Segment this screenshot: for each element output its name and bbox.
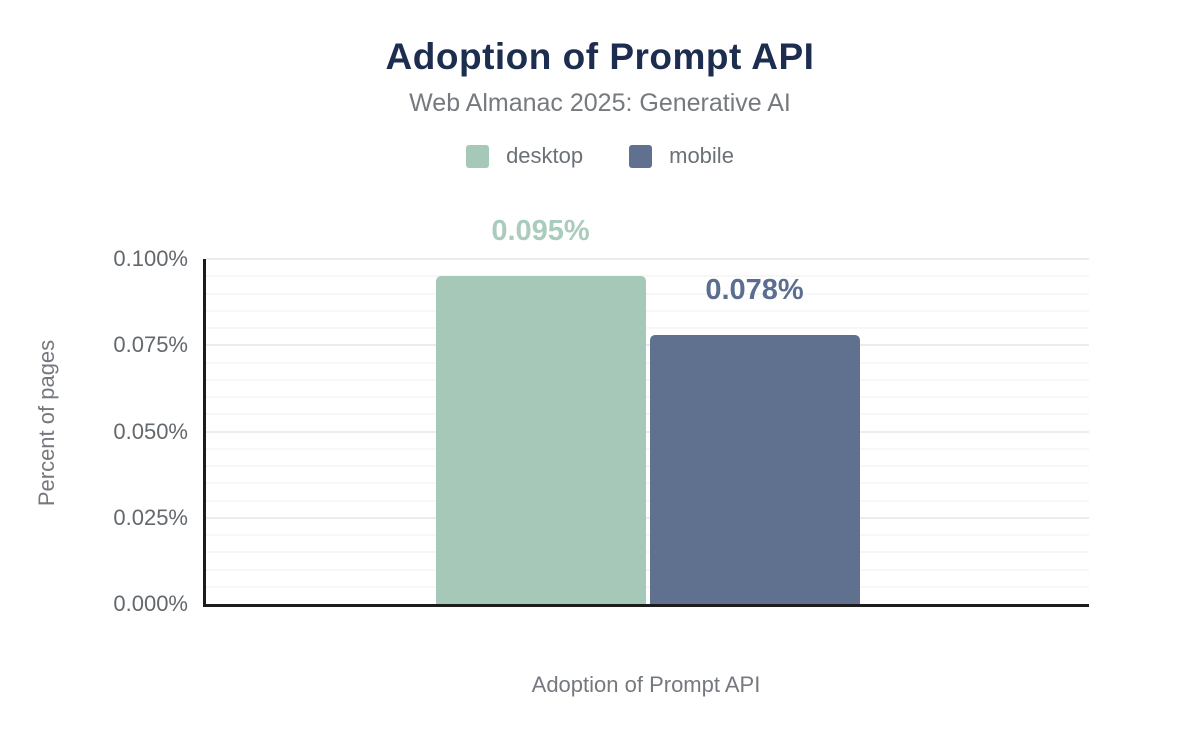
minor-gridline [206,568,1089,571]
chart-subtitle: Web Almanac 2025: Generative AI [409,89,791,117]
minor-gridline [206,482,1089,485]
plot-area: 0.095% 0.078% [203,215,1089,607]
minor-gridline [206,551,1089,554]
mobile-swatch-icon [629,144,653,168]
legend: desktop mobile [0,143,1200,169]
y-axis-ticks: 0.000% 0.025% 0.050% 0.075% 0.100% [0,246,188,616]
y-tick-label: 0.025% [113,504,188,530]
minor-gridline [206,309,1089,312]
bar-value-label-mobile: 0.078% [705,273,804,306]
minor-gridline [206,447,1089,450]
legend-item-desktop[interactable]: desktop [466,143,583,169]
major-gridline [206,258,1089,260]
major-gridline [206,516,1089,519]
y-tick-label: 0.100% [113,246,188,271]
major-gridline [206,430,1089,433]
y-tick-label: 0.000% [113,591,188,616]
minor-gridline [206,378,1089,381]
bar-mobile[interactable] [649,334,860,604]
major-gridline [206,344,1089,347]
bar-value-label-desktop: 0.095% [491,215,590,248]
y-tick-label: 0.050% [113,418,188,444]
minor-gridline [206,275,1089,278]
chart-title: Adoption of Prompt API [385,36,815,77]
minor-gridline [206,499,1089,502]
legend-label-mobile: mobile [669,143,734,168]
minor-gridline [206,413,1089,416]
legend-label-desktop: desktop [506,143,584,168]
minor-gridline [206,361,1089,364]
legend-item-mobile[interactable]: mobile [629,143,734,169]
minor-gridline [206,327,1089,329]
desktop-swatch-icon [466,144,490,168]
minor-gridline [206,465,1089,467]
x-axis-title: Adoption of Prompt API [531,672,761,697]
minor-gridline [206,534,1089,536]
minor-gridline [206,396,1089,398]
minor-gridline [206,292,1089,295]
bar-desktop[interactable] [435,276,646,604]
y-tick-label: 0.075% [113,332,188,358]
minor-gridline [206,585,1089,588]
